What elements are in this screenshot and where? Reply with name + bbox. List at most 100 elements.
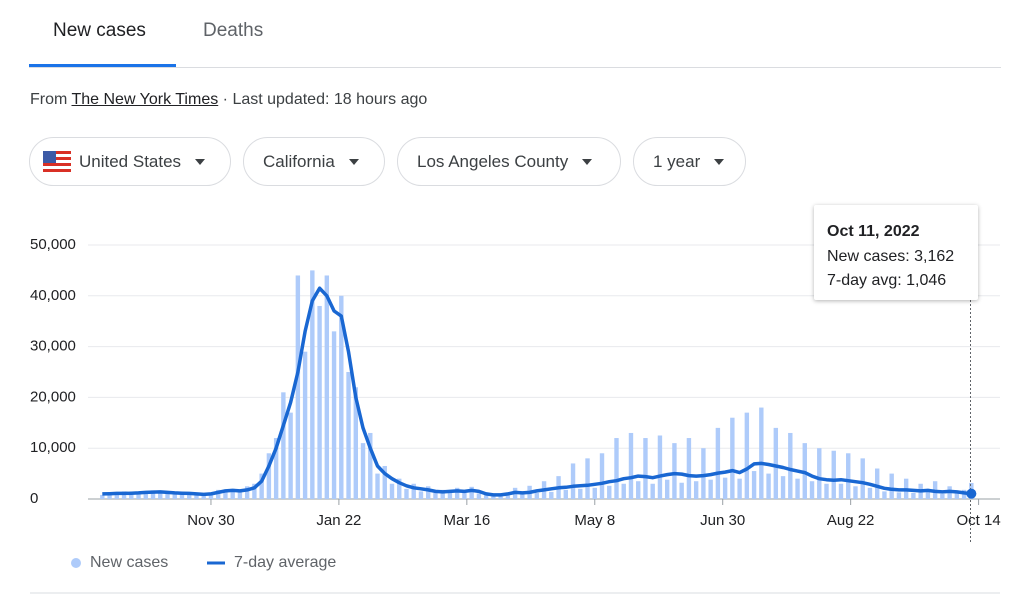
bar [737, 478, 742, 499]
y-tick-label: 30,000 [30, 338, 76, 355]
bar [817, 448, 822, 499]
bar [454, 487, 460, 499]
tab[interactable]: Deaths [203, 20, 264, 41]
bar [107, 492, 112, 499]
bar [172, 493, 177, 499]
bar [346, 372, 351, 499]
bar [628, 432, 634, 499]
bar [701, 448, 706, 499]
x-tick-label: Aug 22 [827, 512, 875, 529]
bar [433, 492, 438, 499]
bar [693, 481, 699, 499]
bar [295, 275, 301, 499]
x-tick-label: Nov 30 [187, 512, 235, 529]
filter-chip[interactable]: Los Angeles County [397, 137, 621, 186]
hover-point [966, 488, 977, 499]
bar [809, 481, 815, 499]
bar [831, 450, 836, 499]
bar [237, 491, 243, 499]
bar [208, 492, 214, 499]
bar [751, 471, 757, 499]
chip-label: Los Angeles County [417, 151, 569, 171]
bar [592, 487, 597, 499]
bar [462, 492, 467, 499]
bar [585, 458, 590, 499]
bar [534, 492, 540, 499]
bar [404, 488, 409, 499]
chip-label: 1 year [653, 151, 701, 171]
tooltip-line: 7-day avg: 1,046 [827, 272, 947, 289]
bar [397, 478, 402, 499]
legend-label: 7-day average [234, 554, 336, 571]
bar [375, 473, 380, 499]
chip-label: United States [79, 151, 182, 171]
tab[interactable]: New cases [53, 20, 146, 41]
tooltip-line: New cases: 3,162 [827, 248, 955, 265]
bar [339, 295, 344, 499]
bar [650, 483, 655, 499]
bar [643, 438, 648, 499]
bar [259, 473, 264, 499]
bar [578, 488, 583, 499]
filter-chip[interactable]: California [243, 137, 385, 186]
bar [766, 473, 771, 499]
source-link[interactable]: The New York Times [71, 91, 219, 108]
bar [310, 270, 315, 499]
bar [853, 486, 858, 499]
bar [679, 482, 684, 499]
tab-indicator [29, 64, 176, 67]
bar [288, 412, 293, 499]
bar [563, 489, 569, 499]
bar [281, 392, 286, 499]
y-tick-label: 10,000 [30, 439, 76, 456]
bar [607, 485, 612, 499]
x-tick-label: Oct 14 [956, 512, 1000, 529]
bar [100, 494, 105, 499]
filter-chip[interactable]: 1 year [633, 137, 746, 186]
bar [194, 492, 199, 499]
bar [730, 417, 735, 499]
bar [273, 438, 279, 499]
bar [411, 483, 416, 499]
bar [165, 491, 170, 499]
bar [657, 435, 663, 499]
source-line: From The New York Times · Last updated: … [30, 91, 427, 109]
bar [447, 492, 453, 499]
bar [382, 465, 387, 499]
y-tick-label: 0 [30, 490, 38, 507]
bar [788, 432, 793, 499]
filter-chip[interactable]: United States [29, 137, 231, 186]
bar [867, 487, 873, 499]
bar [469, 486, 474, 499]
legend-swatch [71, 558, 81, 568]
bar [759, 407, 764, 499]
bar [491, 495, 496, 499]
bar [158, 492, 163, 499]
bar [549, 491, 554, 499]
bar [744, 412, 750, 499]
bar [143, 492, 148, 499]
bar [331, 331, 337, 499]
bar [252, 483, 257, 499]
source-prefix: From [30, 91, 68, 108]
bar [302, 351, 308, 499]
source-updated: · Last updated: 18 hours ago [222, 91, 428, 108]
bar [954, 492, 960, 499]
bar [614, 438, 619, 499]
bar [266, 453, 272, 499]
x-tick-label: Jan 22 [316, 512, 361, 529]
bar [882, 491, 887, 499]
divider [29, 67, 1001, 68]
y-tick-label: 20,000 [30, 388, 76, 405]
bar [686, 438, 692, 499]
bar [715, 427, 721, 499]
tooltip: Oct 11, 2022 New cases: 3,162 7-day avg:… [814, 205, 978, 300]
bar [636, 481, 641, 499]
bar [570, 463, 576, 499]
bar [483, 492, 489, 499]
bar [201, 495, 206, 499]
y-tick-label: 50,000 [30, 236, 76, 253]
bar [324, 275, 330, 499]
bar [672, 443, 677, 499]
